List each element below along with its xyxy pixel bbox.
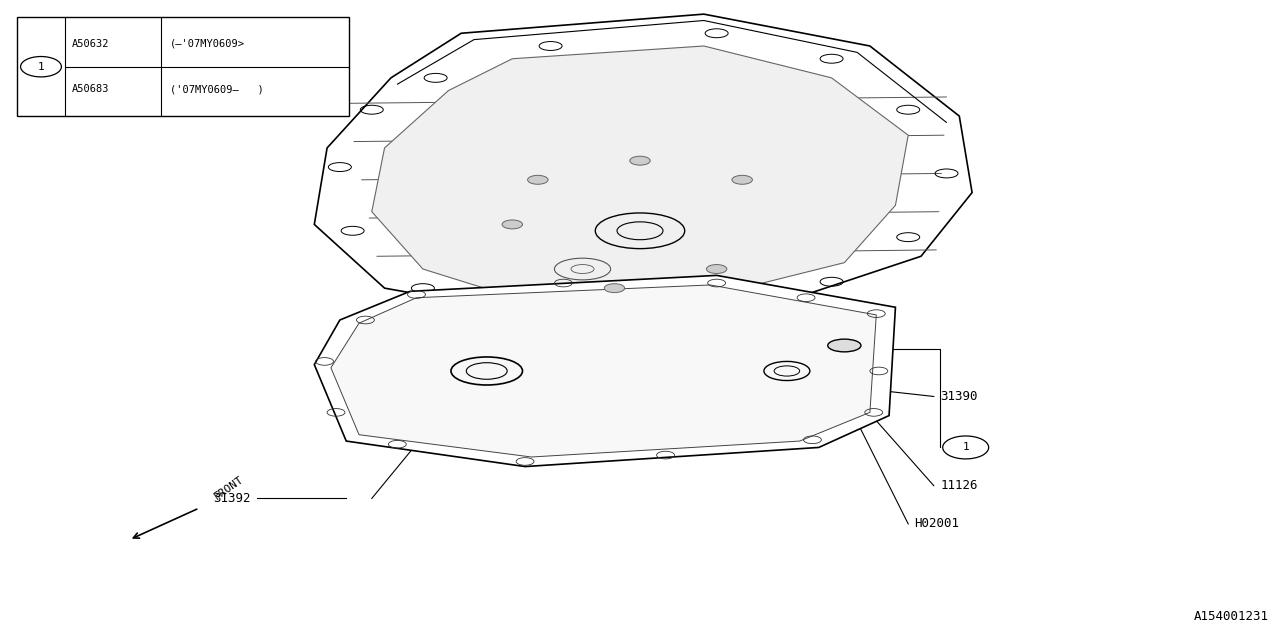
Ellipse shape xyxy=(630,156,650,165)
Ellipse shape xyxy=(707,264,727,273)
Text: 31390: 31390 xyxy=(940,390,978,403)
Circle shape xyxy=(20,56,61,77)
Circle shape xyxy=(942,436,988,459)
Text: A50683: A50683 xyxy=(72,84,109,95)
Text: 31392: 31392 xyxy=(212,492,251,505)
Text: FRONT: FRONT xyxy=(212,474,246,502)
Polygon shape xyxy=(315,275,896,467)
Text: 1: 1 xyxy=(963,442,969,452)
FancyBboxPatch shape xyxy=(17,17,348,116)
Text: A50632: A50632 xyxy=(72,39,109,49)
Ellipse shape xyxy=(527,175,548,184)
Ellipse shape xyxy=(732,175,753,184)
Ellipse shape xyxy=(828,339,861,352)
Text: H02001: H02001 xyxy=(915,517,960,531)
Text: (–'07MY0609>: (–'07MY0609> xyxy=(170,39,244,49)
Polygon shape xyxy=(315,14,972,320)
Text: A154001231: A154001231 xyxy=(1193,610,1268,623)
Text: 11126: 11126 xyxy=(940,479,978,492)
Text: 1: 1 xyxy=(37,61,45,72)
Ellipse shape xyxy=(604,284,625,292)
Ellipse shape xyxy=(502,220,522,229)
Polygon shape xyxy=(371,46,909,301)
Polygon shape xyxy=(332,285,877,457)
Text: ('07MY0609–   ): ('07MY0609– ) xyxy=(170,84,264,95)
